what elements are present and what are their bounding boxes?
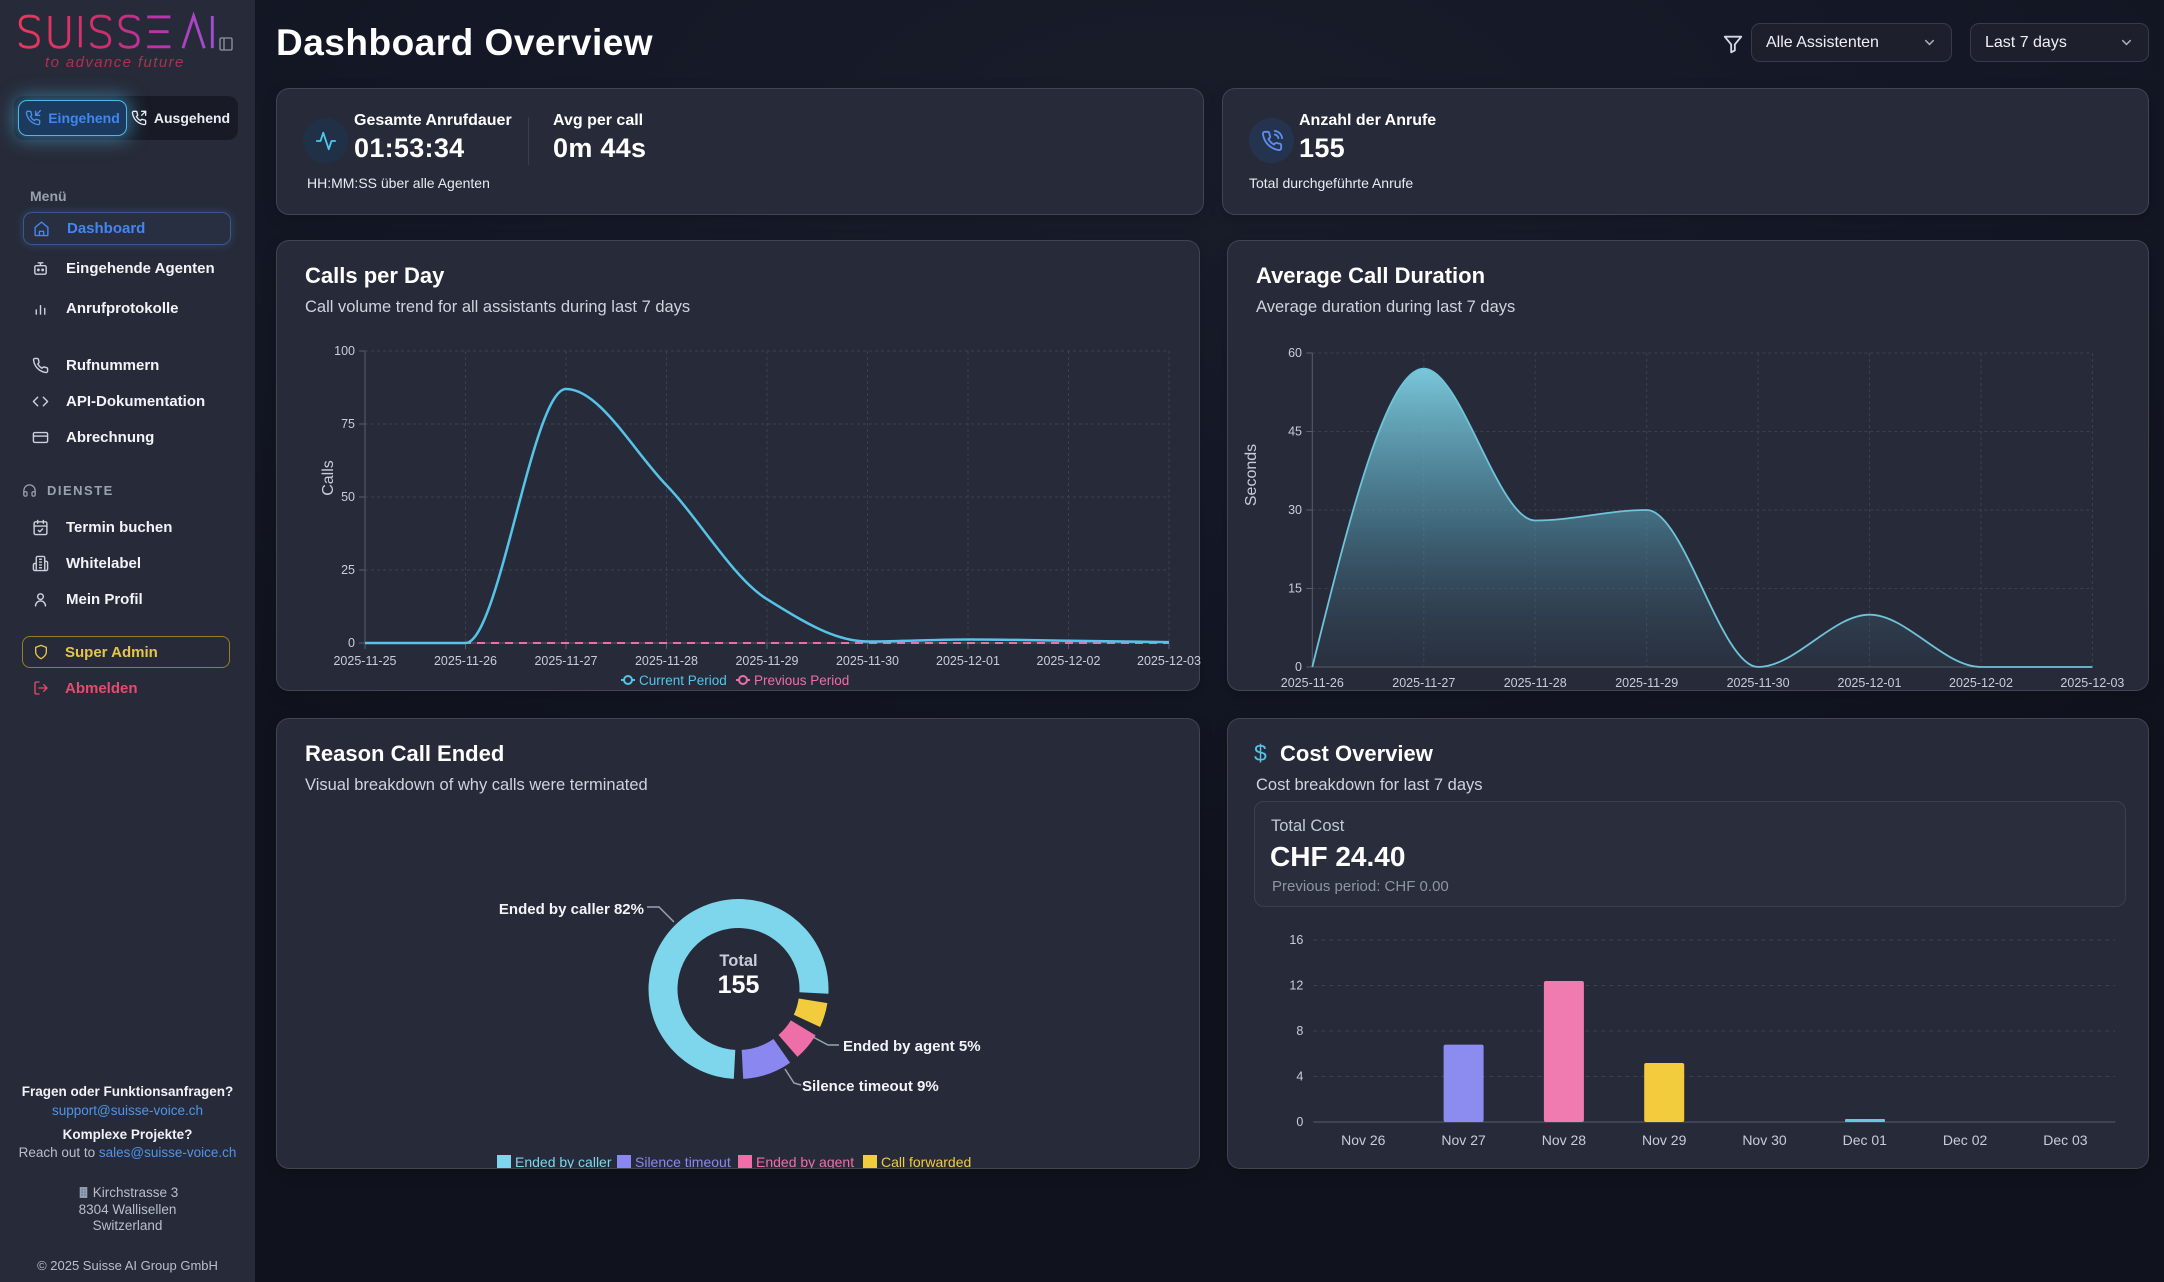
svg-text:8: 8	[1296, 1024, 1303, 1038]
svg-text:Silence timeout 9%: Silence timeout 9%	[802, 1078, 939, 1095]
svg-text:0: 0	[1295, 660, 1302, 674]
svg-text:Previous Period: Previous Period	[754, 673, 849, 688]
svg-text:100: 100	[334, 344, 355, 358]
svg-text:2025-11-29: 2025-11-29	[735, 654, 798, 668]
svg-text:Total: Total	[719, 952, 757, 970]
svg-text:0: 0	[348, 636, 355, 650]
svg-text:60: 60	[1288, 346, 1302, 360]
svg-text:Ended by caller 82%: Ended by caller 82%	[499, 901, 644, 918]
svg-text:12: 12	[1289, 979, 1303, 993]
svg-text:Ended by agent: Ended by agent	[756, 1154, 854, 1168]
svg-text:2025-12-01: 2025-12-01	[1838, 676, 1902, 690]
svg-text:Dec 02: Dec 02	[1943, 1132, 1988, 1148]
svg-text:2025-11-26: 2025-11-26	[434, 654, 497, 668]
svg-text:2025-11-25: 2025-11-25	[333, 654, 396, 668]
svg-text:Nov 26: Nov 26	[1341, 1132, 1386, 1148]
svg-text:16: 16	[1289, 933, 1303, 947]
svg-text:25: 25	[341, 563, 355, 577]
svg-text:2025-11-30: 2025-11-30	[836, 654, 899, 668]
svg-text:2025-11-27: 2025-11-27	[534, 654, 597, 668]
svg-text:Dec 03: Dec 03	[2043, 1132, 2088, 1148]
svg-text:Calls: Calls	[320, 460, 337, 496]
svg-text:155: 155	[718, 971, 760, 999]
svg-text:2025-12-03: 2025-12-03	[2060, 676, 2124, 690]
svg-text:Nov 30: Nov 30	[1742, 1132, 1787, 1148]
svg-text:4: 4	[1296, 1070, 1303, 1084]
svg-text:Nov 28: Nov 28	[1542, 1132, 1587, 1148]
svg-text:2025-12-01: 2025-12-01	[936, 654, 1000, 668]
svg-text:Dec 01: Dec 01	[1843, 1132, 1888, 1148]
svg-text:Nov 27: Nov 27	[1441, 1132, 1486, 1148]
svg-text:Current Period: Current Period	[639, 673, 727, 688]
svg-text:75: 75	[341, 417, 355, 431]
svg-text:0: 0	[1296, 1115, 1303, 1129]
svg-text:Call forwarded: Call forwarded	[881, 1154, 971, 1168]
svg-text:2025-12-03: 2025-12-03	[1137, 654, 1201, 668]
svg-text:50: 50	[341, 490, 355, 504]
svg-text:Nov 29: Nov 29	[1642, 1132, 1687, 1148]
svg-text:2025-11-30: 2025-11-30	[1727, 676, 1790, 690]
svg-text:2025-11-27: 2025-11-27	[1392, 676, 1455, 690]
svg-text:2025-12-02: 2025-12-02	[1949, 676, 2013, 690]
svg-text:30: 30	[1288, 503, 1302, 517]
svg-text:Ended by caller: Ended by caller	[515, 1154, 612, 1168]
svg-text:2025-12-02: 2025-12-02	[1037, 654, 1101, 668]
svg-text:Silence timeout: Silence timeout	[635, 1154, 731, 1168]
svg-text:Seconds: Seconds	[1243, 444, 1260, 506]
svg-text:2025-11-28: 2025-11-28	[1504, 676, 1567, 690]
svg-text:2025-11-29: 2025-11-29	[1615, 676, 1678, 690]
svg-text:Ended by agent 5%: Ended by agent 5%	[843, 1038, 981, 1055]
svg-text:2025-11-26: 2025-11-26	[1281, 676, 1344, 690]
svg-text:15: 15	[1288, 582, 1302, 596]
svg-text:2025-11-28: 2025-11-28	[635, 654, 698, 668]
svg-text:45: 45	[1288, 425, 1302, 439]
